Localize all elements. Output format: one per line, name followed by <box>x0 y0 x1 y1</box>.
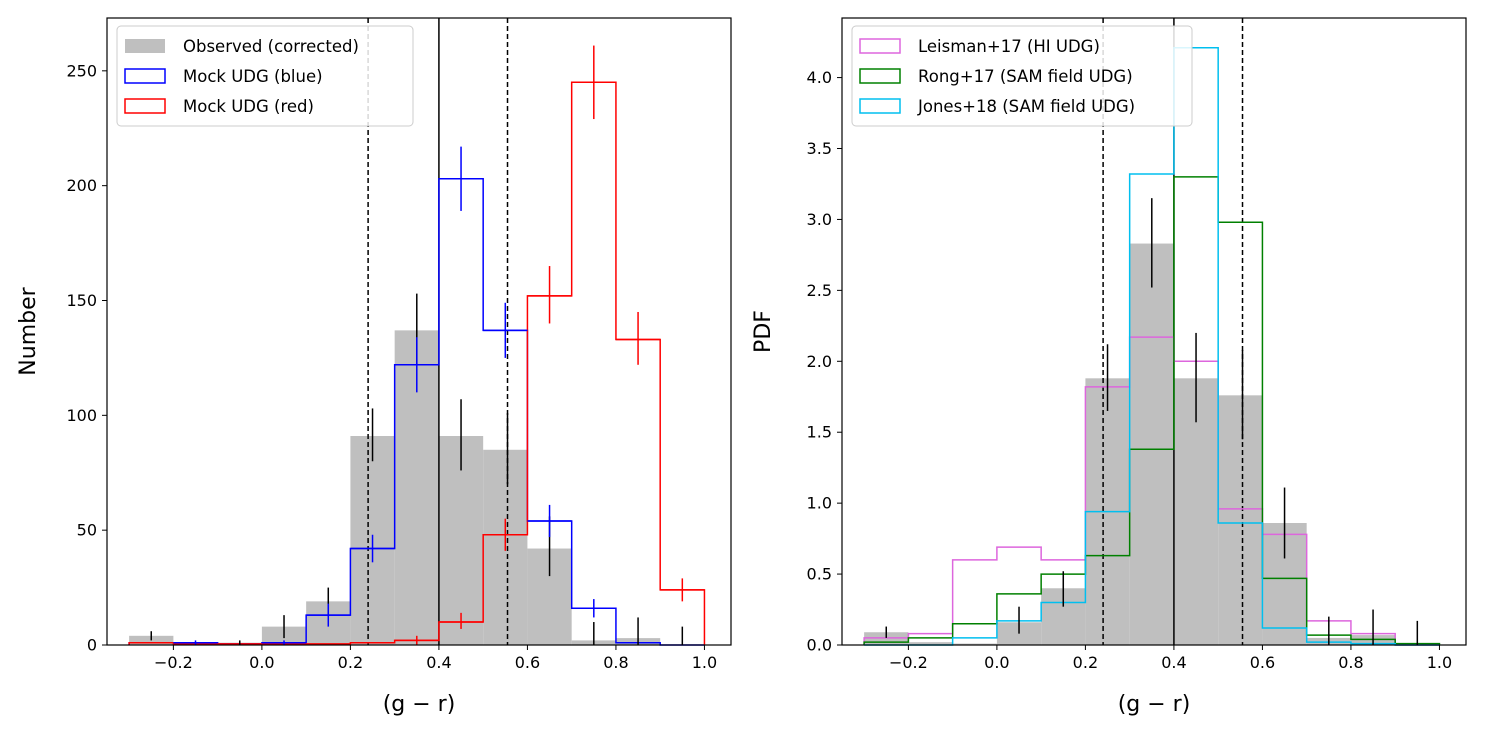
right-legend-swatch-rong-17-sam-field-udg <box>859 68 901 84</box>
left-legend-label: Mock UDG (blue) <box>183 67 323 86</box>
right-legend-swatch-jones-18-sam-field-udg <box>859 98 901 114</box>
right-observed-corrected-bar <box>1129 243 1174 645</box>
right-x-tick-label: 0.6 <box>1250 653 1275 672</box>
left-x-tick-label: 0.0 <box>249 653 274 672</box>
left-x-tick-label: 0.2 <box>338 653 363 672</box>
left-legend-label: Mock UDG (red) <box>183 97 314 116</box>
right-y-tick-label: 3.0 <box>807 210 832 229</box>
left-x-tick-label: 0.4 <box>426 653 451 672</box>
right-x-tick-label: 0.4 <box>1161 653 1186 672</box>
right-observed-corrected-bar <box>908 642 953 645</box>
right-legend-label: Rong+17 (SAM field UDG) <box>918 67 1133 86</box>
right-axis-ticks: −0.2 0.0 0.2 0.4 0.6 0.8 1.0 0.0 0.5 1.0 1.5 2.0 2.5… <box>807 68 1453 672</box>
left-y-tick-label: 50 <box>77 521 97 540</box>
right-y-tick-label: 4.0 <box>807 68 832 87</box>
right-plot-content <box>863 18 1441 646</box>
right-axes-frame <box>841 17 1467 646</box>
left-legend-box <box>116 25 414 127</box>
right-y-tick-label: 0.0 <box>807 636 832 655</box>
left-y-tick-label: 150 <box>66 291 97 310</box>
left-legend: Observed (corrected) Mock UDG (blue) Mock … <box>116 25 414 127</box>
right-legend-swatch-leisman-17-hi-udg <box>859 38 901 54</box>
right-y-tick-label: 3.5 <box>807 139 832 158</box>
left-y-tick-label: 200 <box>66 176 97 195</box>
left-axis-ticks: −0.2 0.0 0.2 0.4 0.6 0.8 1.0 0 50 100 150 200 250 <box>66 61 717 672</box>
left-histogram-panel: −0.2 0.0 0.2 0.4 0.6 0.8 1.0 0 50 100 150 200 250 (g… <box>16 17 732 717</box>
right-x-tick-label: 0.8 <box>1338 653 1363 672</box>
right-observed-corrected-bar <box>1173 378 1219 645</box>
left-y-axis-label: Number <box>16 286 41 375</box>
right-y-tick-label: 2.5 <box>807 281 832 300</box>
left-plot-content <box>128 18 706 646</box>
right-rong-17-sam-field-udg-step <box>863 176 1441 645</box>
left-y-tick-label: 100 <box>66 406 97 425</box>
right-y-tick-label: 1.0 <box>807 494 832 513</box>
left-legend-swatch-mock-udg-red <box>124 98 166 114</box>
left-x-axis-label: (g − r) <box>383 692 456 717</box>
left-y-tick-label: 0 <box>87 636 97 655</box>
right-legend-box <box>851 25 1193 127</box>
right-histogram-panel: −0.2 0.0 0.2 0.4 0.6 0.8 1.0 0.0 0.5 1.0 1.5 2.0 2.5… <box>751 17 1467 717</box>
right-y-axis-label: PDF <box>751 310 776 353</box>
right-jones-18-sam-field-udg-step <box>864 47 1440 646</box>
right-legend-label: Leisman+17 (HI UDG) <box>918 37 1100 56</box>
right-x-tick-label: −0.2 <box>889 653 928 672</box>
left-x-tick-label: 0.6 <box>515 653 540 672</box>
right-y-tick-label: 2.0 <box>807 352 832 371</box>
right-legend-label: Jones+18 (SAM field UDG) <box>917 97 1135 116</box>
right-x-tick-label: 0.2 <box>1073 653 1098 672</box>
right-x-axis-label: (g − r) <box>1118 692 1191 717</box>
right-observed-corrected-bar <box>952 643 997 645</box>
left-legend-label: Observed (corrected) <box>183 37 359 56</box>
right-legend: Leisman+17 (HI UDG) Rong+17 (SAM field UD… <box>851 25 1193 127</box>
right-y-tick-label: 0.5 <box>807 565 832 584</box>
right-observed-corrected-bar <box>1218 395 1263 645</box>
right-y-tick-label: 1.5 <box>807 423 832 442</box>
left-legend-swatch-observed-corrected <box>125 39 165 53</box>
left-axes-frame <box>106 17 732 646</box>
left-y-tick-label: 250 <box>66 61 97 80</box>
right-x-tick-label: 1.0 <box>1427 653 1452 672</box>
left-x-tick-label: −0.2 <box>154 653 193 672</box>
left-legend-swatch-mock-udg-blue <box>124 68 166 84</box>
right-x-tick-label: 0.0 <box>984 653 1009 672</box>
left-x-tick-label: 1.0 <box>692 653 717 672</box>
left-x-tick-label: 0.8 <box>603 653 628 672</box>
left-observed-corrected-bar <box>438 436 484 645</box>
